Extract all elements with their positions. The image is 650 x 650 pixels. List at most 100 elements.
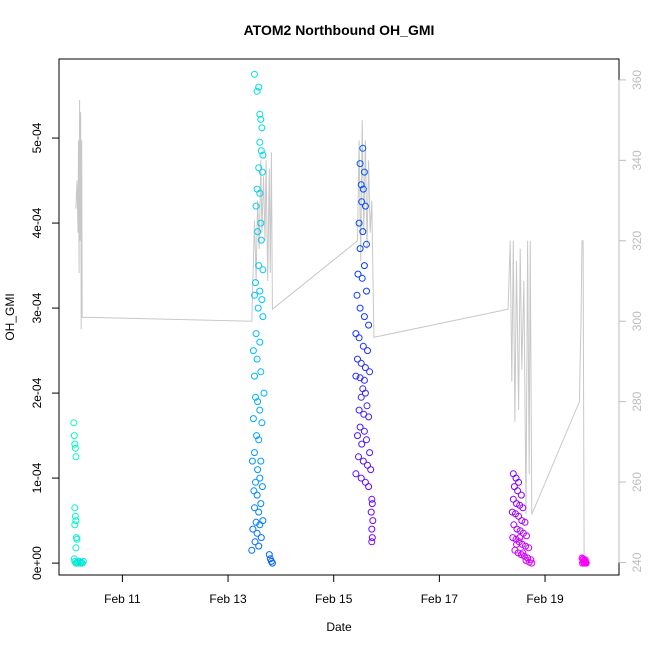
data-point	[252, 393, 259, 401]
data-point	[253, 491, 261, 499]
y2-tick-label: 360	[630, 70, 644, 90]
data-point	[365, 321, 373, 329]
data-point	[516, 534, 524, 542]
data-point	[256, 110, 264, 118]
data-point	[360, 376, 368, 384]
data-point	[365, 483, 373, 491]
data-point	[70, 419, 78, 427]
data-point	[352, 330, 360, 338]
data-point	[359, 185, 367, 193]
data-point	[355, 334, 363, 342]
data-point	[358, 440, 366, 448]
data-point	[251, 372, 258, 380]
data-point	[580, 559, 588, 567]
data-point	[257, 219, 265, 227]
data-point	[73, 535, 81, 543]
data-point	[249, 415, 257, 423]
x-axis: Feb 11 Feb 13 Feb 15 Feb 17 Feb 19	[104, 574, 564, 606]
chart-title: ATOM2 Northbound OH_GMI	[244, 22, 435, 38]
data-point	[71, 512, 79, 520]
data-point	[254, 228, 262, 236]
data-point	[363, 287, 370, 295]
data-point	[72, 453, 80, 461]
data-point	[253, 432, 261, 440]
data-point	[519, 549, 527, 557]
secondary-line	[75, 99, 585, 555]
data-point	[523, 532, 530, 540]
data-point	[251, 504, 258, 512]
data-point	[259, 266, 267, 274]
data-point	[249, 525, 257, 533]
data-point	[256, 338, 264, 346]
data-point	[354, 355, 361, 363]
data-point	[72, 517, 80, 525]
y2-tick-label: 320	[630, 230, 644, 250]
data-point	[254, 398, 262, 406]
y2-tick-label: 280	[630, 391, 644, 411]
data-point	[267, 557, 275, 565]
data-point	[360, 168, 368, 176]
data-points	[70, 70, 590, 567]
y-axis: 0e+00 1e-04 2e-04 3e-04 4e-04 5e-04	[30, 122, 60, 580]
data-point	[252, 478, 259, 486]
y-tick-label: 4e-04	[30, 207, 44, 238]
data-point	[359, 144, 367, 152]
data-point	[257, 457, 265, 465]
data-point	[258, 296, 266, 304]
data-point	[359, 342, 367, 350]
data-point	[368, 525, 376, 533]
data-point	[360, 313, 368, 321]
data-point	[528, 559, 536, 567]
data-point	[251, 538, 259, 546]
data-point	[258, 419, 266, 427]
data-point	[71, 440, 79, 448]
data-point	[255, 508, 263, 516]
data-point	[357, 393, 365, 401]
y-tick-label: 0e+00	[30, 546, 44, 580]
data-point	[259, 151, 267, 159]
x-tick-label: Feb 19	[526, 592, 564, 606]
data-point	[256, 406, 264, 414]
data-point	[364, 461, 371, 469]
data-point	[363, 436, 370, 444]
data-point	[79, 557, 87, 565]
data-point	[366, 449, 374, 457]
data-point	[71, 444, 79, 452]
data-point	[355, 219, 363, 227]
data-point	[510, 483, 518, 491]
y-tick-label: 1e-04	[30, 462, 44, 493]
data-point	[352, 470, 360, 478]
data-point	[367, 466, 375, 474]
data-point	[253, 87, 261, 95]
data-point	[251, 449, 258, 457]
y2-tick-label: 340	[630, 150, 644, 170]
data-point	[258, 124, 266, 132]
data-point	[361, 202, 369, 210]
y2-tick-label: 240	[630, 552, 644, 572]
data-point	[357, 359, 365, 367]
data-point	[367, 508, 375, 516]
x-tick-label: Feb 11	[104, 592, 141, 606]
data-point	[361, 389, 369, 397]
data-point	[248, 457, 256, 465]
data-point	[256, 189, 264, 197]
data-point	[78, 559, 86, 567]
data-point	[519, 504, 527, 512]
data-point	[510, 521, 518, 529]
data-point	[513, 540, 520, 548]
data-point	[251, 291, 258, 299]
x-tick-label: Feb 17	[421, 592, 459, 606]
y2-tick-label: 300	[630, 311, 644, 331]
x-tick-label: Feb 13	[209, 592, 247, 606]
data-point	[257, 534, 265, 542]
data-point	[514, 487, 522, 495]
plot-frame	[58, 58, 620, 576]
data-point	[517, 491, 525, 499]
data-point	[368, 534, 376, 542]
data-point	[368, 538, 376, 546]
data-point	[357, 181, 365, 189]
data-point	[363, 240, 370, 248]
data-point	[260, 389, 268, 397]
data-point	[71, 504, 79, 512]
